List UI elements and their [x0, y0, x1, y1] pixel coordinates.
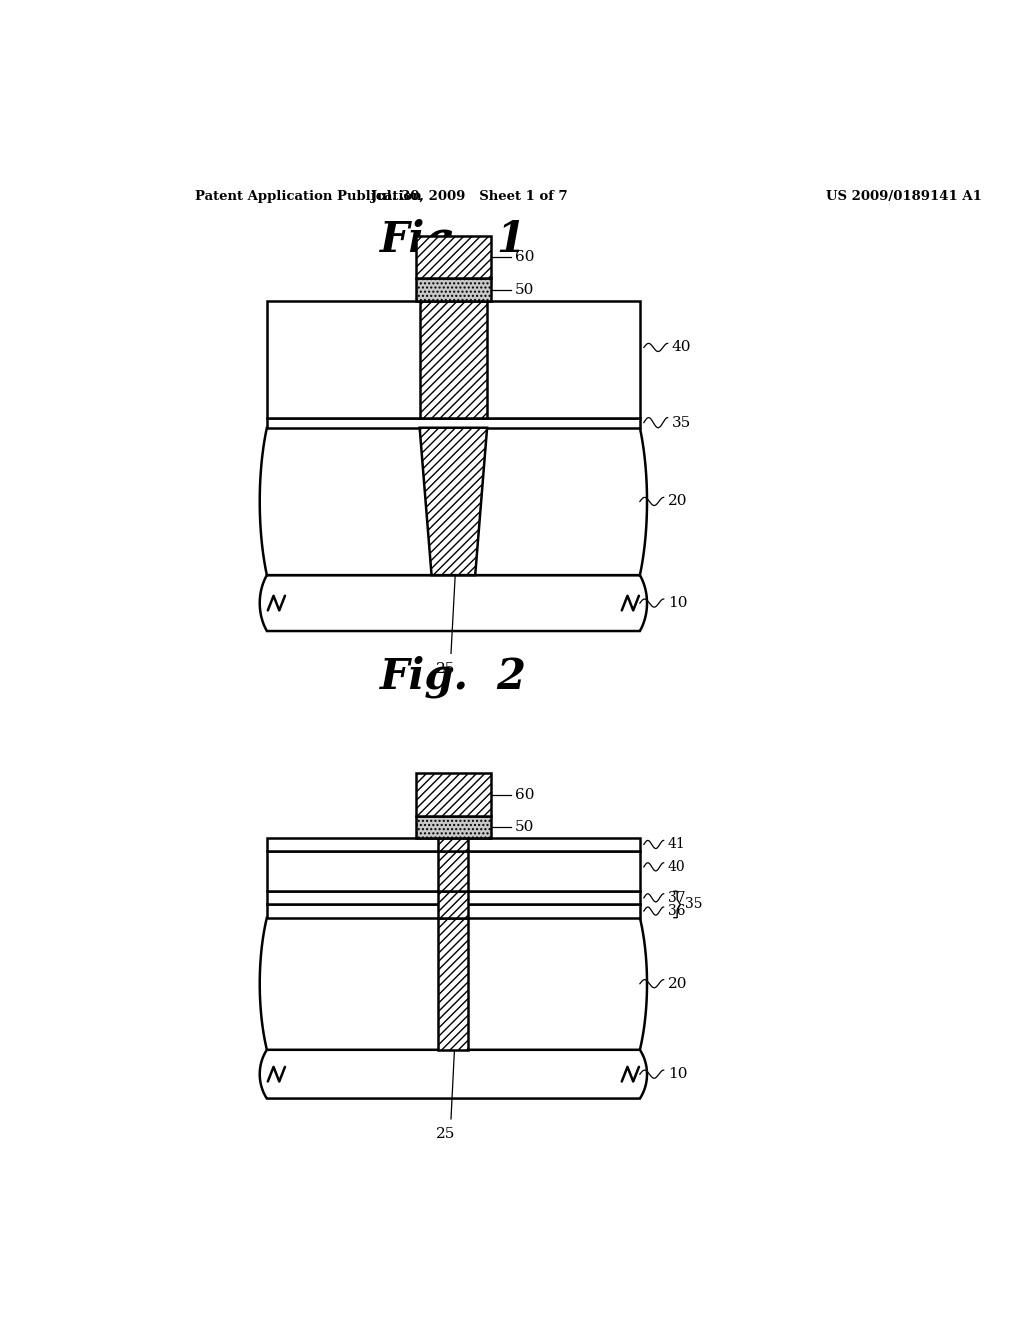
- Bar: [267, 417, 640, 428]
- Bar: [267, 301, 640, 417]
- Text: 40: 40: [668, 859, 685, 874]
- Bar: [438, 838, 468, 850]
- Bar: [416, 236, 492, 279]
- Text: US 2009/0189141 A1: US 2009/0189141 A1: [826, 190, 982, 202]
- Text: 50: 50: [515, 282, 535, 297]
- Polygon shape: [260, 1049, 647, 1098]
- Bar: [267, 838, 640, 850]
- Bar: [267, 904, 640, 917]
- Text: 50: 50: [515, 820, 535, 834]
- Text: 37: 37: [668, 891, 685, 904]
- Text: 35: 35: [685, 898, 702, 911]
- Text: Fig.  2: Fig. 2: [380, 656, 527, 698]
- Text: Fig.  1: Fig. 1: [380, 219, 527, 261]
- Text: 36: 36: [668, 904, 685, 917]
- Polygon shape: [420, 428, 487, 576]
- Text: Patent Application Publication: Patent Application Publication: [196, 190, 422, 202]
- Bar: [438, 917, 468, 1049]
- Bar: [267, 850, 640, 891]
- Bar: [438, 850, 468, 891]
- Text: Jul. 30, 2009   Sheet 1 of 7: Jul. 30, 2009 Sheet 1 of 7: [371, 190, 567, 202]
- Bar: [416, 816, 492, 838]
- Text: 60: 60: [515, 788, 535, 801]
- Text: 20: 20: [668, 977, 687, 991]
- Text: 20: 20: [668, 495, 687, 508]
- Text: 10: 10: [668, 1067, 687, 1081]
- Polygon shape: [260, 576, 647, 631]
- Text: 35: 35: [672, 416, 691, 430]
- Polygon shape: [260, 917, 647, 1049]
- Polygon shape: [260, 428, 647, 576]
- Text: 25: 25: [436, 1127, 455, 1140]
- Bar: [267, 891, 640, 904]
- Text: 25: 25: [436, 661, 455, 676]
- Text: 60: 60: [515, 249, 535, 264]
- Text: 40: 40: [672, 341, 691, 355]
- Text: 41: 41: [668, 837, 685, 851]
- Text: 10: 10: [668, 597, 687, 610]
- Bar: [420, 301, 487, 417]
- Bar: [416, 279, 492, 301]
- Bar: [438, 891, 468, 917]
- Bar: [416, 774, 492, 816]
